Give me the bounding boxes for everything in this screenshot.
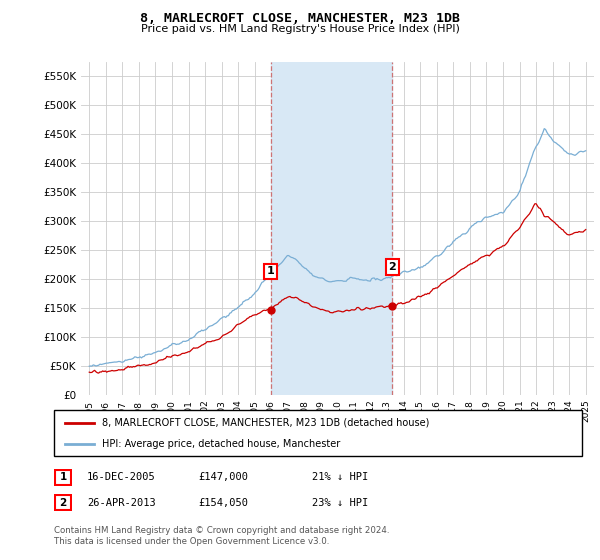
- Text: 2: 2: [59, 498, 67, 508]
- Text: 26-APR-2013: 26-APR-2013: [87, 498, 156, 508]
- Bar: [271, 62, 392, 395]
- FancyBboxPatch shape: [55, 496, 71, 511]
- Text: 1: 1: [59, 472, 67, 482]
- Text: HPI: Average price, detached house, Manchester: HPI: Average price, detached house, Manc…: [101, 439, 340, 449]
- FancyBboxPatch shape: [55, 469, 71, 484]
- Text: 23% ↓ HPI: 23% ↓ HPI: [312, 498, 368, 508]
- Text: Price paid vs. HM Land Registry's House Price Index (HPI): Price paid vs. HM Land Registry's House …: [140, 24, 460, 34]
- Text: 2: 2: [389, 262, 397, 272]
- Text: 16-DEC-2005: 16-DEC-2005: [87, 472, 156, 482]
- Text: 8, MARLECROFT CLOSE, MANCHESTER, M23 1DB: 8, MARLECROFT CLOSE, MANCHESTER, M23 1DB: [140, 12, 460, 25]
- Text: 1: 1: [267, 267, 275, 276]
- Text: £147,000: £147,000: [198, 472, 248, 482]
- Text: 8, MARLECROFT CLOSE, MANCHESTER, M23 1DB (detached house): 8, MARLECROFT CLOSE, MANCHESTER, M23 1DB…: [101, 418, 429, 428]
- Text: Contains HM Land Registry data © Crown copyright and database right 2024.
This d: Contains HM Land Registry data © Crown c…: [54, 526, 389, 546]
- Text: £154,050: £154,050: [198, 498, 248, 508]
- Text: 21% ↓ HPI: 21% ↓ HPI: [312, 472, 368, 482]
